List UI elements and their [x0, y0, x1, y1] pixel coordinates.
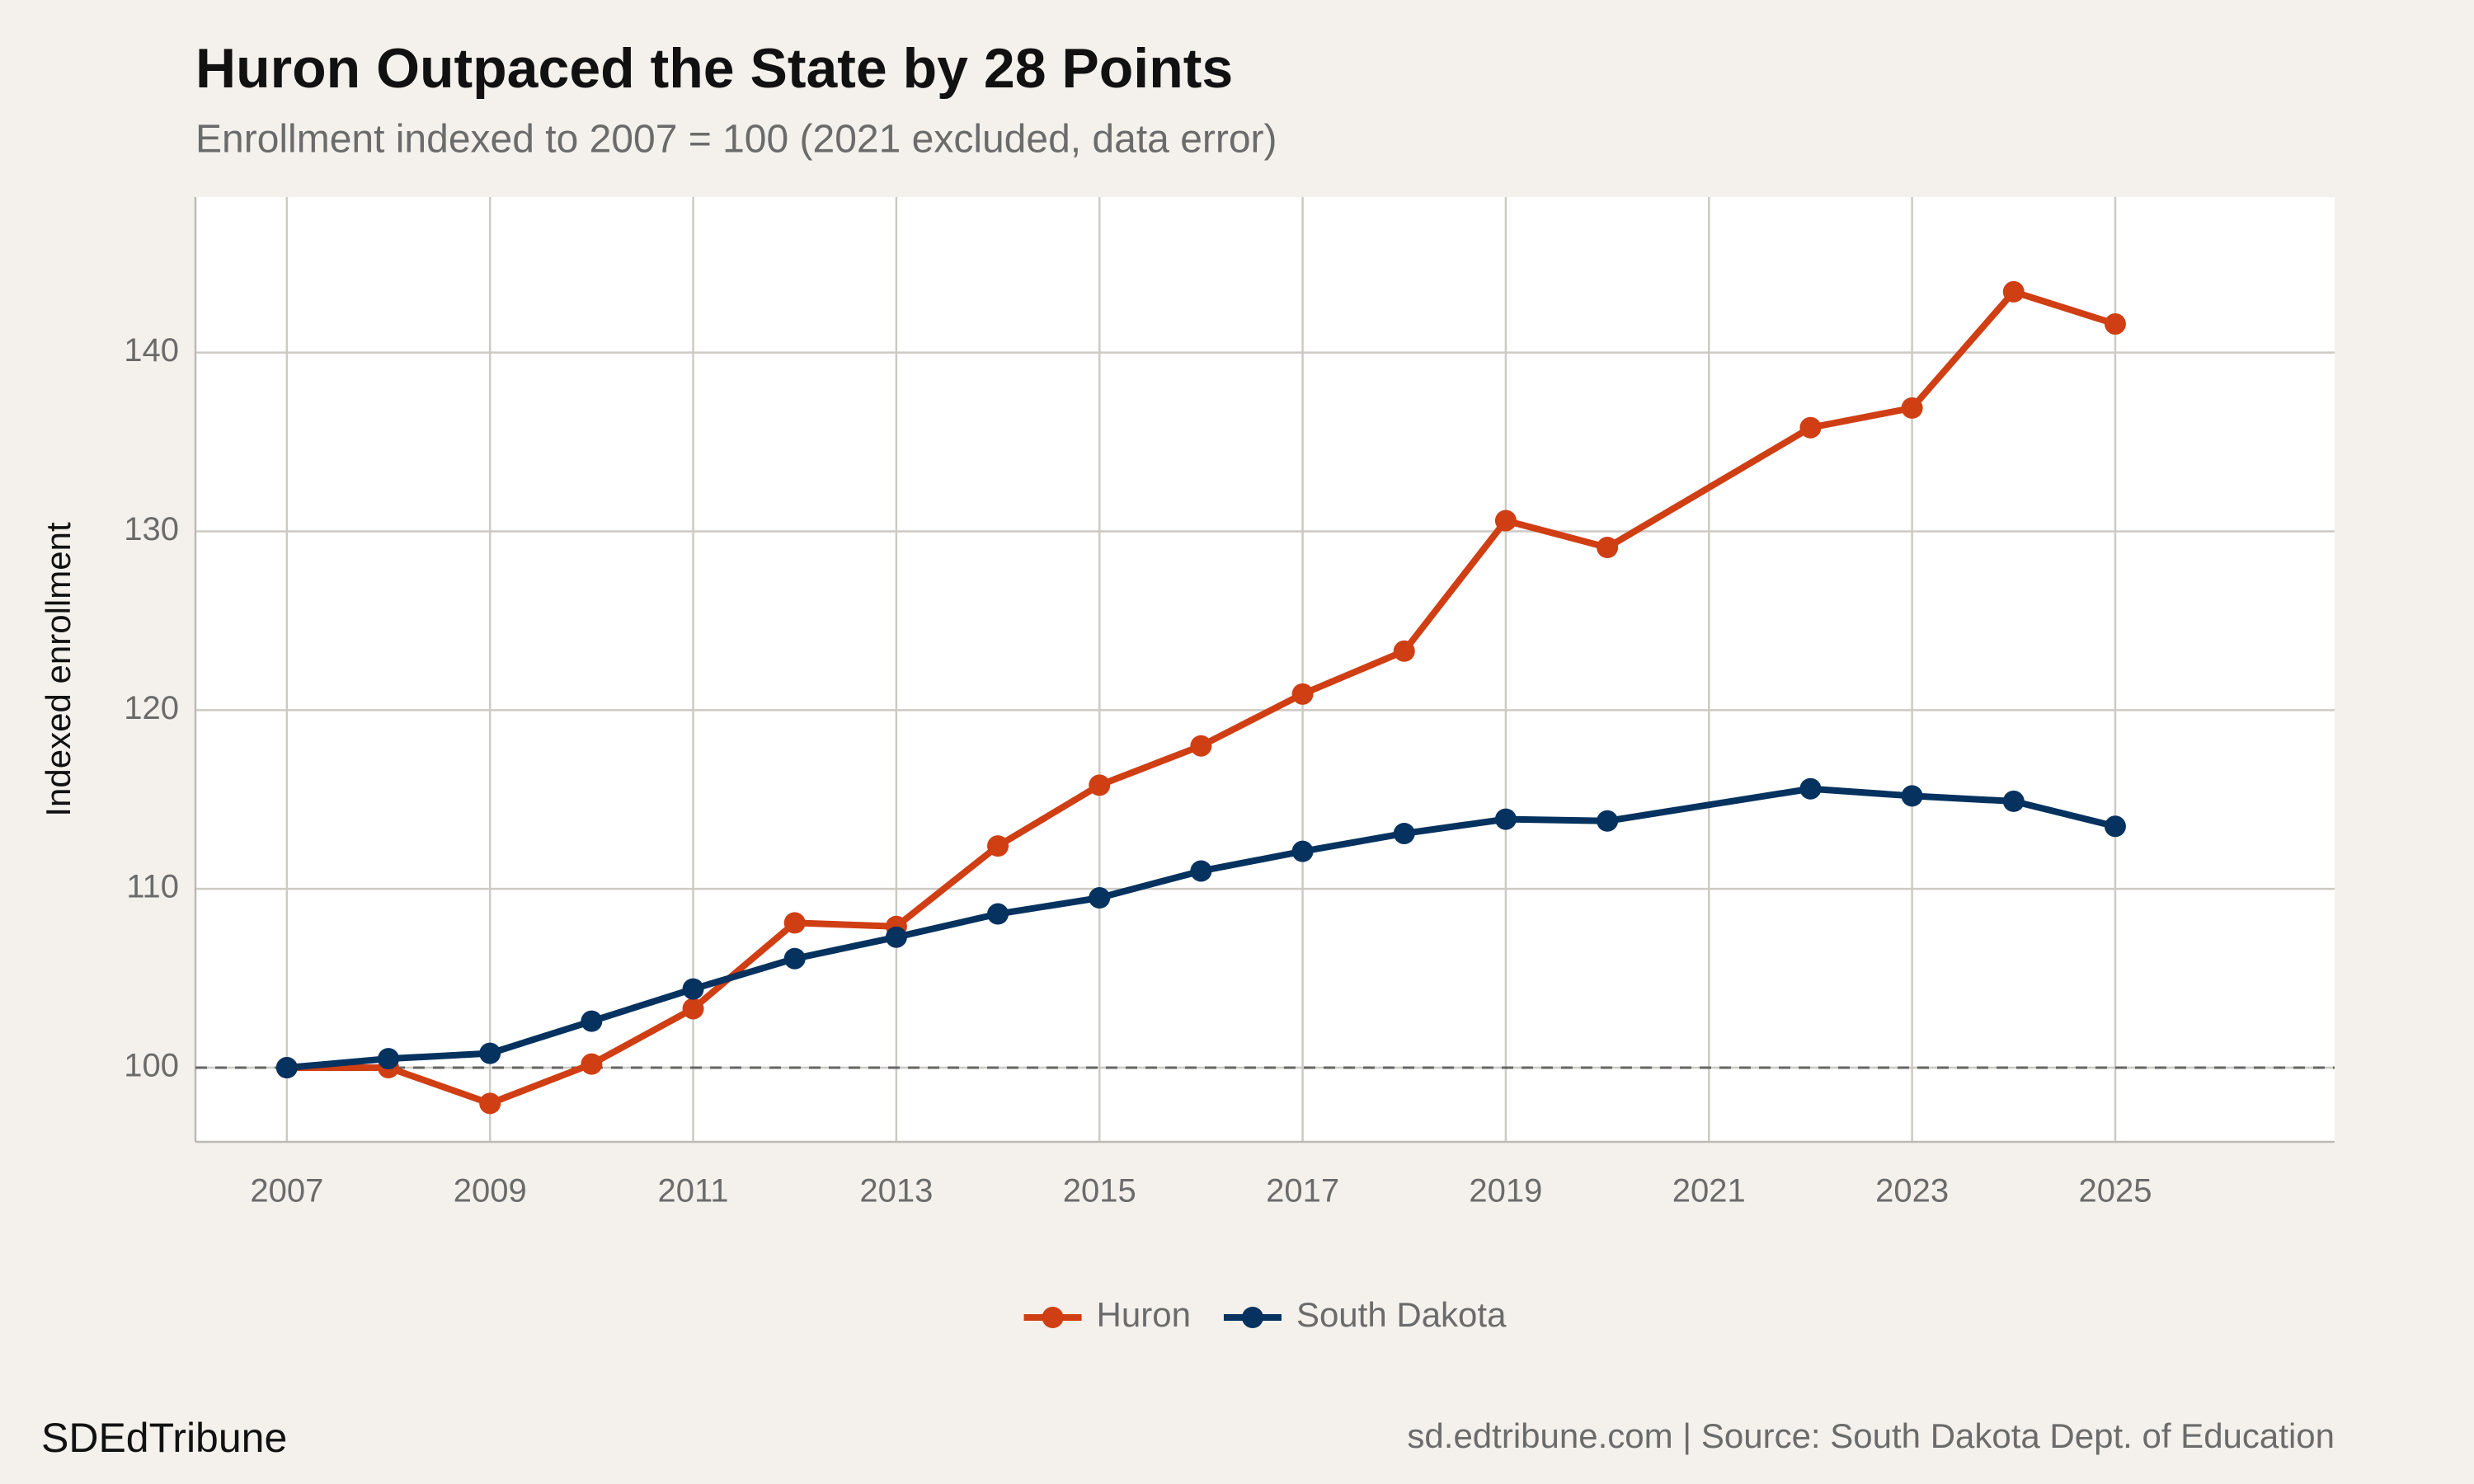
data-point: [479, 1042, 501, 1064]
data-point: [1901, 397, 1923, 419]
x-tick-label: 2021: [1672, 1173, 1746, 1209]
data-point: [783, 947, 806, 970]
legend-swatch-dot: [1241, 1307, 1263, 1328]
data-point: [1190, 735, 1212, 757]
y-tick-label: 120: [124, 690, 179, 726]
chart-title: Huron Outpaced the State by 28 Points: [195, 37, 1233, 100]
x-tick-label: 2023: [1875, 1173, 1949, 1209]
data-point: [2104, 815, 2126, 838]
series-line: [286, 785, 2116, 1071]
y-axis-label: Indexed enrollment: [39, 522, 78, 817]
data-point: [1393, 640, 1415, 662]
y-tick-label: 130: [124, 511, 179, 547]
data-point: [885, 926, 907, 948]
x-tick-label: 2019: [1469, 1173, 1542, 1209]
x-tick-label: 2009: [454, 1173, 527, 1209]
data-point: [1494, 510, 1517, 532]
y-tick-label: 100: [124, 1048, 179, 1084]
data-point: [1291, 840, 1314, 862]
data-point: [1597, 537, 1619, 559]
series-line: [286, 288, 2117, 1107]
data-point: [581, 1010, 603, 1032]
data-point: [682, 978, 704, 1000]
data-point: [479, 1092, 501, 1115]
data-point: [1190, 860, 1212, 882]
data-point: [1291, 683, 1314, 705]
data-point: [1089, 887, 1111, 909]
data-point: [1901, 785, 1923, 807]
footer-right: sd.edtribune.com | Source: South Dakota …: [1407, 1416, 2335, 1455]
chart-subtitle: Enrollment indexed to 2007 = 100 (2021 e…: [195, 118, 1277, 162]
footer-left: SDEdTribune: [41, 1415, 287, 1461]
x-tick-label: 2025: [2078, 1173, 2152, 1209]
data-point: [682, 998, 704, 1020]
data-point: [275, 1057, 298, 1079]
x-tick-label: 2013: [859, 1173, 933, 1209]
data-point: [1393, 822, 1415, 844]
data-point: [1494, 808, 1517, 830]
plot-panel: [195, 197, 2335, 1142]
y-tick-label: 140: [124, 332, 179, 369]
data-point: [987, 903, 1009, 925]
data-point: [1799, 416, 1822, 439]
legend-swatch-dot: [1042, 1307, 1064, 1328]
data-point: [987, 835, 1009, 857]
data-point: [581, 1053, 603, 1075]
legend-label: Huron: [1097, 1295, 1191, 1334]
x-tick-label: 2015: [1063, 1173, 1136, 1209]
x-tick-label: 2011: [658, 1173, 729, 1209]
legend-label: South Dakota: [1296, 1295, 1507, 1334]
data-point: [2002, 280, 2025, 303]
x-tick-label: 2017: [1266, 1173, 1339, 1209]
data-point: [1597, 810, 1619, 832]
data-point: [2104, 312, 2126, 335]
data-point: [1089, 774, 1111, 796]
data-point: [378, 1048, 400, 1070]
x-tick-label: 2007: [250, 1173, 323, 1209]
data-point: [783, 912, 806, 934]
data-point: [2002, 790, 2025, 812]
data-point: [1799, 777, 1822, 800]
y-tick-label: 110: [126, 869, 179, 905]
